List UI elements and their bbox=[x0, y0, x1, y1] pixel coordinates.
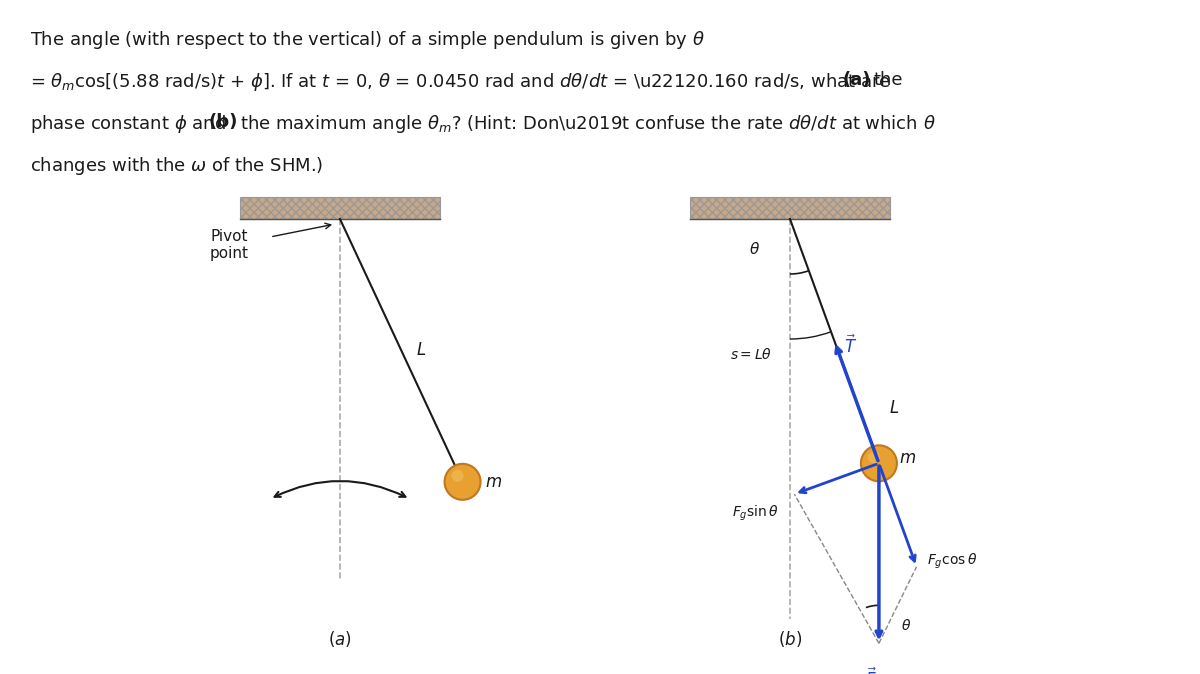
Text: changes with the $\omega$ of the SHM.): changes with the $\omega$ of the SHM.) bbox=[30, 155, 323, 177]
Text: (b): (b) bbox=[208, 113, 238, 131]
Text: $\theta$: $\theta$ bbox=[750, 241, 761, 257]
Bar bbox=[240, 197, 440, 219]
Text: Pivot
point: Pivot point bbox=[210, 229, 250, 262]
Text: $m$: $m$ bbox=[899, 450, 916, 467]
Circle shape bbox=[868, 452, 880, 463]
Text: $\vec{T}$: $\vec{T}$ bbox=[845, 335, 858, 357]
Text: $s = L\theta$: $s = L\theta$ bbox=[730, 346, 772, 361]
Text: $\vec{F}_g$: $\vec{F}_g$ bbox=[864, 665, 883, 674]
Text: $F_g\cos\theta$: $F_g\cos\theta$ bbox=[926, 552, 977, 572]
Text: the: the bbox=[874, 71, 902, 89]
Text: (a): (a) bbox=[842, 71, 870, 89]
Text: $\theta$: $\theta$ bbox=[901, 618, 911, 633]
Circle shape bbox=[860, 446, 896, 481]
Text: the maximum angle $\theta_m$? (Hint: Don\u2019t confuse the rate $d\theta/dt$ at: the maximum angle $\theta_m$? (Hint: Don… bbox=[240, 113, 936, 135]
Text: phase constant $\phi$ and: phase constant $\phi$ and bbox=[30, 113, 228, 135]
Text: The angle (with respect to the vertical) of a simple pendulum is given by $\thet: The angle (with respect to the vertical)… bbox=[30, 29, 704, 51]
Text: $(a)$: $(a)$ bbox=[328, 629, 352, 649]
Text: $m$: $m$ bbox=[485, 473, 502, 491]
Circle shape bbox=[451, 470, 463, 482]
Circle shape bbox=[444, 464, 480, 500]
Bar bbox=[690, 197, 890, 219]
Text: $L$: $L$ bbox=[416, 342, 426, 359]
Text: $F_g\sin\theta$: $F_g\sin\theta$ bbox=[732, 504, 779, 524]
Text: = $\theta_m$cos[(5.88 rad/s)$t$ + $\phi$]. If at $t$ = 0, $\theta$ = 0.0450 rad : = $\theta_m$cos[(5.88 rad/s)$t$ + $\phi$… bbox=[30, 71, 892, 93]
Text: $(b)$: $(b)$ bbox=[778, 629, 802, 649]
Text: $L$: $L$ bbox=[889, 399, 899, 417]
